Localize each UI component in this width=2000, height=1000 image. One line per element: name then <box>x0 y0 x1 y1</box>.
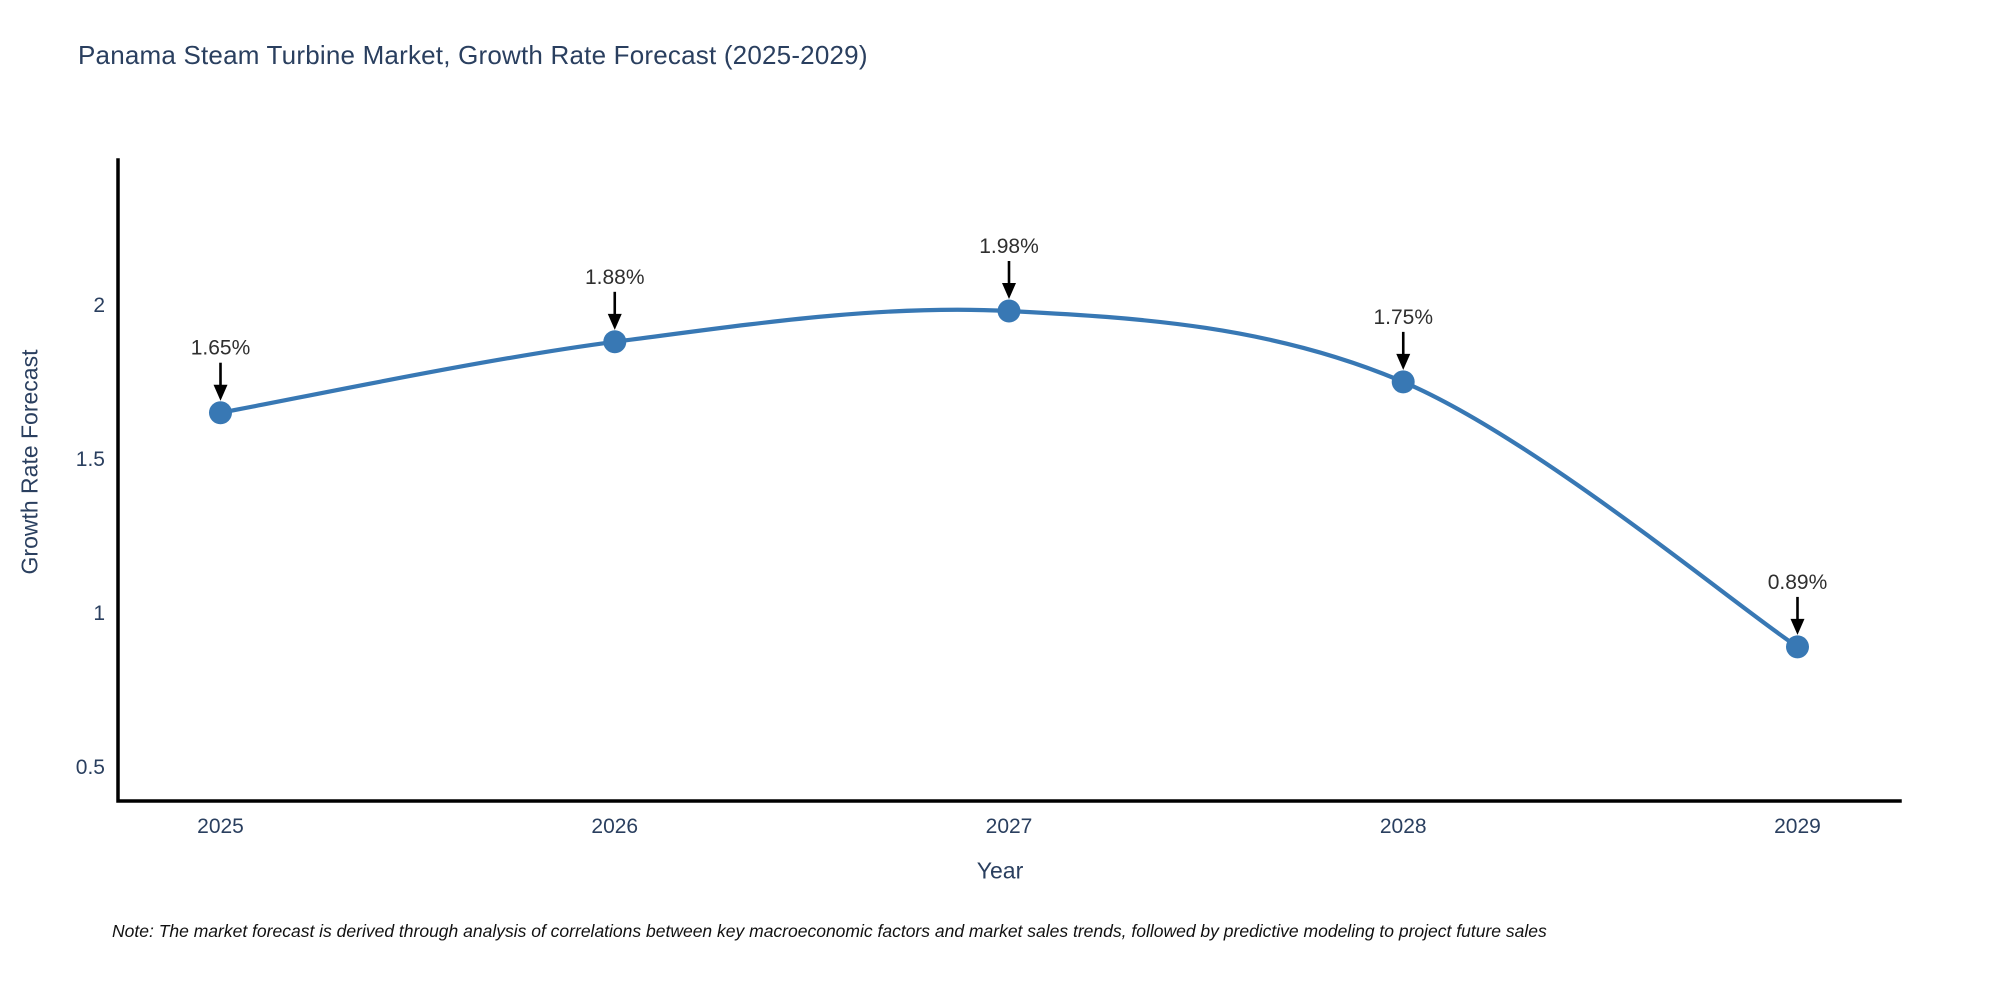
data-point-marker[interactable] <box>1786 635 1809 659</box>
point-annotation: 0.89% <box>1768 571 1828 594</box>
data-point-marker[interactable] <box>603 330 627 354</box>
trend-line <box>218 307 1800 649</box>
x-axis-title: Year <box>976 857 1024 884</box>
data-point-marker[interactable] <box>1391 370 1415 394</box>
annotation-arrowhead-icon <box>213 384 228 401</box>
annotation-arrowhead-icon <box>1002 283 1016 300</box>
annotation-arrowhead-icon <box>607 313 622 330</box>
footnote: Note: The market forecast is derived thr… <box>112 921 1547 941</box>
x-tick-label: 2027 <box>986 815 1033 838</box>
x-tick-label: 2025 <box>197 815 244 838</box>
chart-title: Panama Steam Turbine Market, Growth Rate… <box>78 40 868 70</box>
data-point-marker[interactable] <box>209 401 232 425</box>
point-annotation: 1.75% <box>1373 306 1433 329</box>
x-tick-label: 2029 <box>1774 815 1821 838</box>
point-annotation: 1.88% <box>585 266 645 289</box>
point-annotation: 1.65% <box>191 337 251 360</box>
point-annotation: 1.98% <box>979 235 1039 258</box>
x-tick-label: 2026 <box>591 815 638 838</box>
y-tick-label: 1 <box>93 602 105 625</box>
y-tick-label: 1.5 <box>76 448 105 471</box>
axes-lines <box>116 158 1902 803</box>
annotation-arrowhead-icon <box>1790 618 1805 635</box>
data-point-marker[interactable] <box>997 299 1021 323</box>
annotation-arrowhead-icon <box>1396 353 1411 370</box>
x-tick-label: 2028 <box>1380 815 1427 838</box>
y-tick-label: 0.5 <box>76 756 105 779</box>
y-tick-label: 2 <box>93 294 105 317</box>
